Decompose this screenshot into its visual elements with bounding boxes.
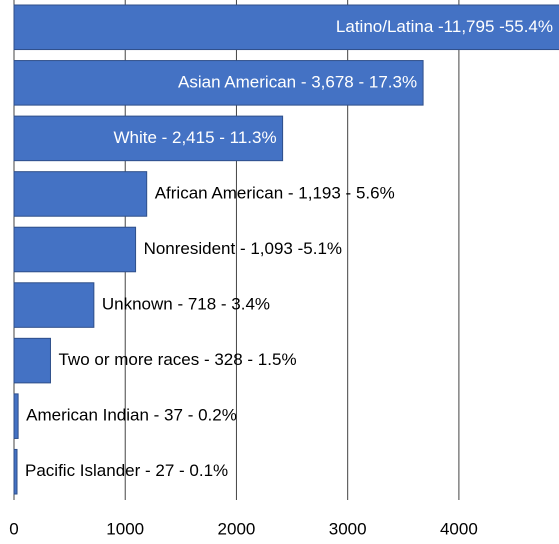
bar — [13, 448, 18, 495]
x-tick-label: 2000 — [218, 519, 256, 538]
bar — [13, 171, 148, 217]
bar — [13, 115, 284, 162]
bar — [13, 60, 424, 106]
data-label: Unknown - 718 - 3.4% — [102, 295, 270, 314]
data-label: Two or more races - 328 - 1.5% — [58, 350, 296, 369]
data-label: White - 2,415 - 11.3% — [113, 128, 276, 147]
data-label: Latino/Latina -11,795 -55.4% — [336, 17, 553, 36]
data-label: African American - 1,193 - 5.6% — [155, 183, 395, 202]
data-label: Asian American - 3,678 - 17.3% — [178, 72, 417, 91]
bar — [13, 226, 137, 273]
bar — [13, 4, 559, 51]
data-label: Nonresident - 1,093 -5.1% — [144, 239, 342, 258]
bar — [13, 337, 51, 384]
x-tick-label: 4000 — [440, 519, 478, 538]
bar — [13, 393, 19, 439]
bar — [13, 282, 95, 328]
x-tick-label: 1000 — [106, 519, 144, 538]
x-tick-label: 3000 — [329, 519, 367, 538]
data-label: American Indian - 37 - 0.2% — [26, 406, 237, 425]
x-tick-label: 0 — [9, 519, 18, 538]
data-label: Pacific Islander - 27 - 0.1% — [25, 461, 228, 480]
